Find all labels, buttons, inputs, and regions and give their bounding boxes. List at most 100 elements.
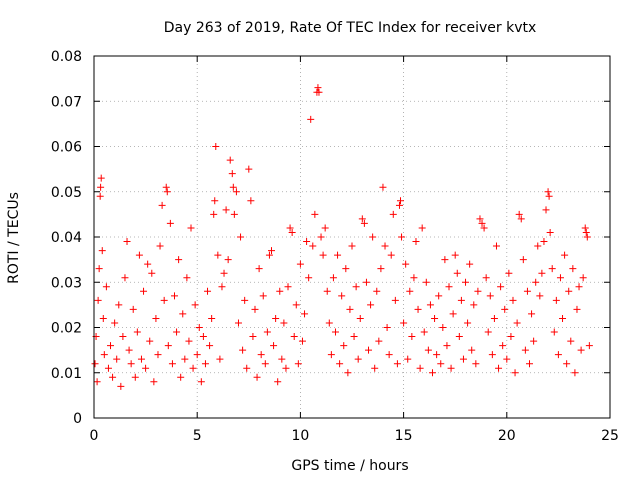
- data-point: [97, 183, 105, 191]
- data-point: [385, 351, 393, 359]
- data-point: [93, 378, 101, 386]
- data-point: [548, 265, 556, 273]
- data-point: [282, 364, 290, 372]
- data-point: [528, 310, 536, 318]
- data-point: [420, 328, 428, 336]
- data-point: [303, 238, 311, 246]
- data-point: [189, 364, 197, 372]
- data-point: [371, 364, 379, 372]
- data-point: [127, 360, 135, 368]
- data-point: [536, 292, 544, 300]
- data-point: [437, 360, 445, 368]
- data-point: [234, 319, 242, 327]
- chart-title: Day 263 of 2019, Rate Of TEC Index for r…: [164, 20, 537, 36]
- data-point: [457, 296, 465, 304]
- data-point: [107, 342, 115, 350]
- data-point: [582, 228, 590, 236]
- y-tick-label: 0.06: [51, 140, 82, 156]
- data-point: [554, 351, 562, 359]
- data-point: [125, 346, 133, 354]
- data-point: [99, 314, 107, 322]
- data-point: [362, 278, 370, 286]
- data-point: [216, 355, 224, 363]
- data-point: [534, 242, 542, 250]
- data-point: [515, 210, 523, 218]
- data-point: [526, 360, 534, 368]
- data-point: [265, 251, 273, 259]
- data-point: [211, 197, 219, 205]
- x-tick-label: 20: [498, 428, 516, 444]
- data-point: [220, 269, 228, 277]
- data-point: [445, 283, 453, 291]
- data-point: [296, 260, 304, 268]
- data-point: [577, 346, 585, 354]
- y-tick-label: 0.04: [51, 230, 82, 246]
- data-point: [102, 283, 110, 291]
- data-point: [497, 283, 505, 291]
- data-point: [381, 242, 389, 250]
- data-point: [474, 287, 482, 295]
- data-point: [573, 305, 581, 313]
- data-point: [550, 328, 558, 336]
- data-point: [317, 233, 325, 241]
- data-point: [113, 355, 121, 363]
- data-point: [96, 192, 104, 200]
- data-point: [567, 337, 575, 345]
- data-point: [331, 328, 339, 336]
- data-point: [314, 84, 322, 92]
- data-point: [243, 364, 251, 372]
- data-point: [325, 319, 333, 327]
- data-point: [301, 310, 309, 318]
- data-point: [340, 342, 348, 350]
- data-point: [251, 305, 259, 313]
- data-point: [561, 251, 569, 259]
- data-point: [185, 337, 193, 345]
- data-point: [449, 310, 457, 318]
- data-point: [109, 373, 117, 381]
- data-point: [350, 333, 358, 341]
- data-point: [426, 301, 434, 309]
- data-point: [495, 364, 503, 372]
- data-point: [406, 287, 414, 295]
- data-point: [181, 355, 189, 363]
- data-point: [470, 301, 478, 309]
- data-point: [259, 292, 267, 300]
- data-point: [146, 337, 154, 345]
- data-point: [144, 260, 152, 268]
- data-point: [274, 378, 282, 386]
- data-point: [346, 305, 354, 313]
- data-point: [175, 256, 183, 264]
- data-point: [294, 360, 302, 368]
- y-tick-label: 0.03: [51, 275, 82, 291]
- data-point: [408, 333, 416, 341]
- data-point: [278, 355, 286, 363]
- data-point: [150, 378, 158, 386]
- data-point: [229, 183, 237, 191]
- data-point: [542, 206, 550, 214]
- data-point: [530, 337, 538, 345]
- data-point: [482, 274, 490, 282]
- data-point: [358, 215, 366, 223]
- data-point: [354, 355, 362, 363]
- data-point: [121, 274, 129, 282]
- data-point: [183, 274, 191, 282]
- data-points: [91, 84, 593, 390]
- data-point: [404, 355, 412, 363]
- data-point: [257, 351, 265, 359]
- data-point: [459, 355, 467, 363]
- data-point: [348, 242, 356, 250]
- data-point: [375, 337, 383, 345]
- data-point: [532, 278, 540, 286]
- x-tick-label: 25: [601, 428, 619, 444]
- x-axis-label: GPS time / hours: [291, 458, 408, 474]
- data-point: [100, 351, 108, 359]
- data-point: [538, 269, 546, 277]
- data-point: [447, 364, 455, 372]
- data-point: [228, 170, 236, 178]
- data-point: [389, 210, 397, 218]
- data-point: [226, 156, 234, 164]
- data-point: [499, 342, 507, 350]
- data-point: [451, 251, 459, 259]
- data-point: [464, 319, 472, 327]
- data-point: [544, 188, 552, 196]
